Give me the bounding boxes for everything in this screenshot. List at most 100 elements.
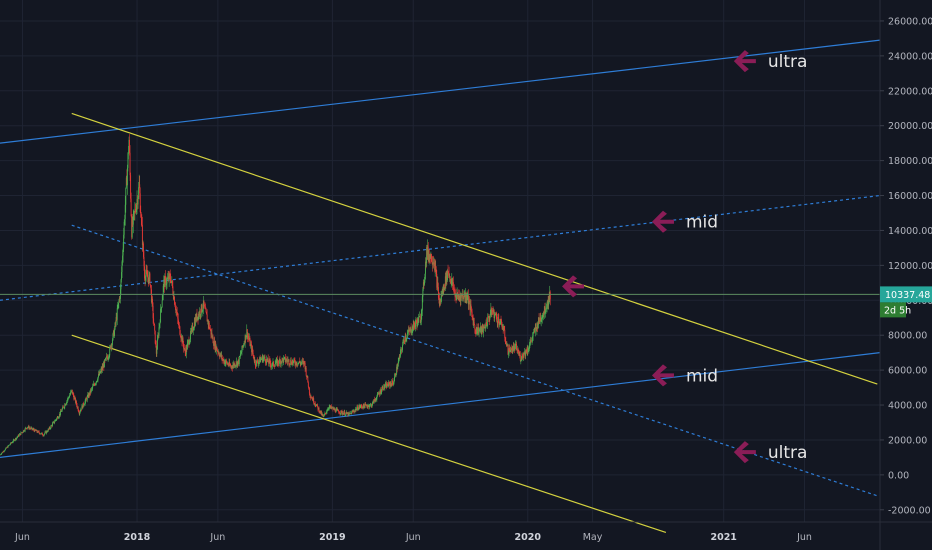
y-axis[interactable]: 26000.00 24000.00 22000.00 20000.00 18000.00…	[880, 16, 932, 516]
candle-body	[542, 315, 544, 317]
candle-body	[18, 435, 20, 437]
candle-body	[282, 358, 284, 362]
candle-body	[380, 390, 382, 394]
candle-body	[302, 361, 304, 362]
candle-body	[225, 360, 227, 362]
candle-body	[350, 412, 352, 414]
candle-body	[37, 431, 38, 433]
candle-body	[85, 398, 87, 400]
candle-body	[93, 383, 95, 386]
candle-body	[363, 404, 364, 409]
candle-body	[473, 322, 475, 325]
candle-body	[128, 153, 129, 154]
candle-body	[343, 413, 345, 415]
candle-body	[161, 300, 163, 307]
candle-body	[29, 427, 31, 429]
x-axis[interactable]: Jun 2018 Jun 2019 Jun 2020 May 2021 Jun	[14, 532, 812, 543]
candle-body	[116, 317, 118, 320]
candle-body	[380, 392, 382, 394]
candle-body	[157, 335, 159, 337]
candle-body	[375, 399, 377, 401]
candle-body	[498, 319, 500, 326]
candle-body	[473, 322, 475, 326]
candle-body	[192, 329, 194, 331]
candle-body	[466, 297, 468, 299]
candle-body	[510, 346, 512, 349]
candle-body	[87, 394, 89, 397]
candle-body	[57, 417, 59, 419]
candle-body	[188, 340, 190, 345]
candle-body	[110, 346, 112, 349]
grid-lines	[0, 0, 880, 522]
candle-body	[286, 360, 288, 362]
candle-body	[190, 331, 192, 332]
candle-body	[543, 313, 545, 315]
candle-body	[33, 429, 35, 431]
candle-body	[513, 346, 515, 347]
candle-body	[419, 316, 421, 317]
annotation-label-ultra: ultra	[768, 52, 808, 72]
candle-body	[31, 427, 33, 430]
candle-body	[399, 356, 401, 357]
candle-body	[69, 394, 71, 396]
candle-body	[474, 325, 476, 330]
candle-body	[327, 408, 329, 410]
candle-body	[77, 407, 79, 411]
candle-body	[177, 313, 179, 319]
trend-line-channel-mid-upper	[0, 194, 881, 301]
candle-body	[463, 295, 465, 300]
candle-body	[432, 262, 434, 265]
candle-body	[240, 353, 242, 355]
candle-body	[156, 339, 158, 350]
candle-body	[73, 397, 75, 400]
candle-body	[114, 329, 115, 336]
candle-body	[130, 198, 132, 217]
candle-body	[99, 371, 101, 375]
candle-body	[155, 344, 157, 354]
candle-body	[443, 284, 445, 290]
candle-body	[142, 243, 144, 245]
candle-body	[117, 302, 119, 308]
candle-body	[35, 430, 37, 431]
candle-body	[374, 399, 376, 401]
candle-body	[525, 349, 527, 356]
candle-body	[495, 313, 497, 315]
candle-body	[344, 414, 346, 416]
candle-body	[426, 247, 428, 255]
candle-body	[121, 272, 122, 280]
candle-body	[11, 442, 13, 443]
candle-body	[39, 432, 41, 434]
candle-body	[510, 346, 512, 352]
candle-body	[129, 139, 130, 153]
candle-body	[398, 359, 400, 362]
candle-body	[401, 349, 402, 351]
candle-body	[342, 412, 344, 415]
candle-body	[360, 405, 362, 407]
candle-body	[74, 397, 76, 399]
candle-body	[480, 325, 482, 333]
x-tick-label: 2019	[319, 532, 345, 543]
candle-body	[119, 297, 121, 299]
candle-body	[71, 389, 73, 394]
candle-body	[319, 410, 321, 412]
candle-body	[87, 394, 89, 398]
candle-body	[232, 363, 234, 366]
candle-body	[264, 356, 266, 360]
candle-body	[102, 366, 104, 368]
candle-body	[219, 354, 220, 357]
candle-body	[346, 413, 348, 414]
candle-body	[53, 421, 54, 423]
candle-body	[321, 411, 323, 416]
candle-body	[180, 336, 182, 339]
candle-body	[348, 412, 349, 416]
candle-body	[407, 332, 409, 334]
candle-body	[456, 293, 458, 298]
candle-body	[254, 360, 256, 366]
candle-body	[342, 412, 344, 414]
candle-body	[442, 288, 444, 291]
candle-body	[64, 404, 66, 406]
candle-body	[60, 410, 61, 415]
candle-body	[210, 329, 212, 335]
candle-body	[388, 382, 390, 383]
